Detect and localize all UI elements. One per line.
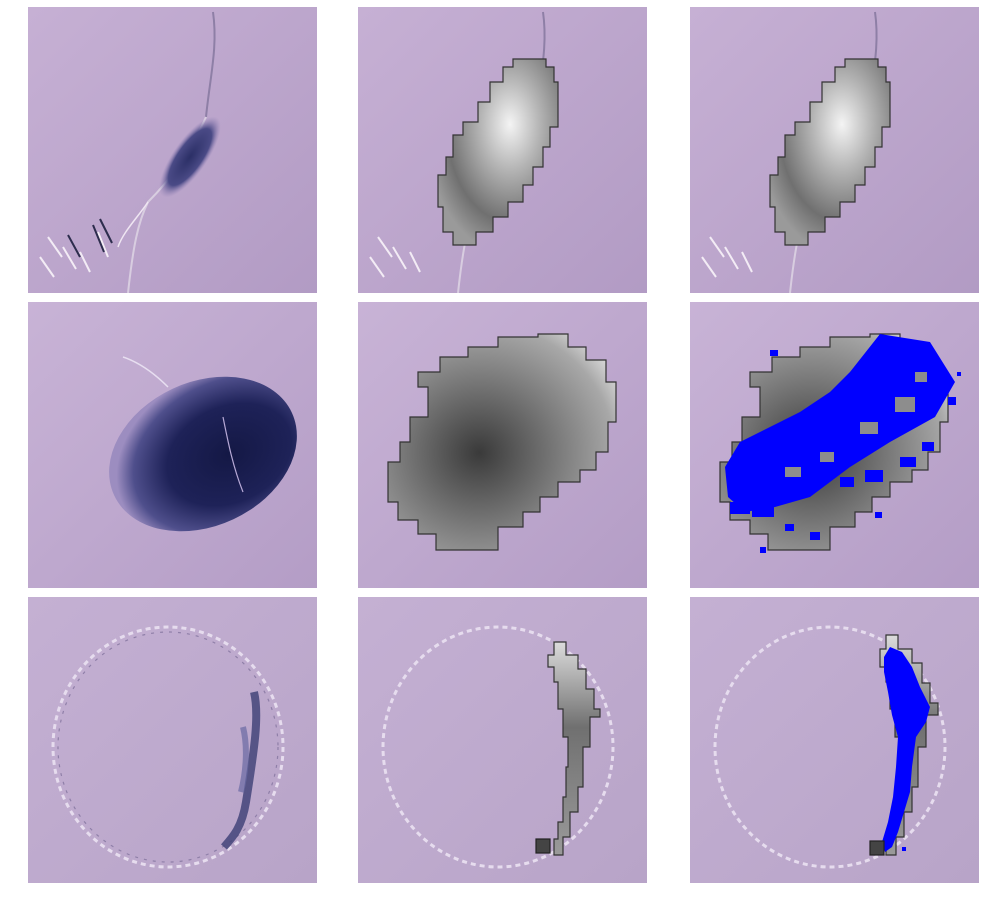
row2-mask-grayscale xyxy=(358,302,647,588)
row2-original-svg xyxy=(28,302,317,588)
row1-mask-svg xyxy=(358,7,647,293)
row1-mask-grayscale xyxy=(358,7,647,293)
row1-original-image xyxy=(28,7,317,293)
row3-original-image xyxy=(28,597,317,883)
row3-original-svg xyxy=(28,597,317,883)
row2-prediction-svg xyxy=(690,302,979,588)
row3-prediction-svg xyxy=(690,597,979,883)
row3-mask-grayscale xyxy=(358,597,647,883)
row2-mask-svg xyxy=(358,302,647,588)
row2-original-image xyxy=(28,302,317,588)
row1-original-svg xyxy=(28,7,317,293)
small-dark-square xyxy=(869,840,885,856)
small-dark-square xyxy=(535,838,551,854)
row2-mask-with-prediction xyxy=(690,302,979,588)
row1-mask-repeat-svg xyxy=(690,7,979,293)
row1-mask-grayscale-repeat xyxy=(690,7,979,293)
prediction-overlay xyxy=(725,334,961,553)
row3-mask-with-prediction xyxy=(690,597,979,883)
prediction-overlay xyxy=(882,647,930,852)
row3-mask-svg xyxy=(358,597,647,883)
